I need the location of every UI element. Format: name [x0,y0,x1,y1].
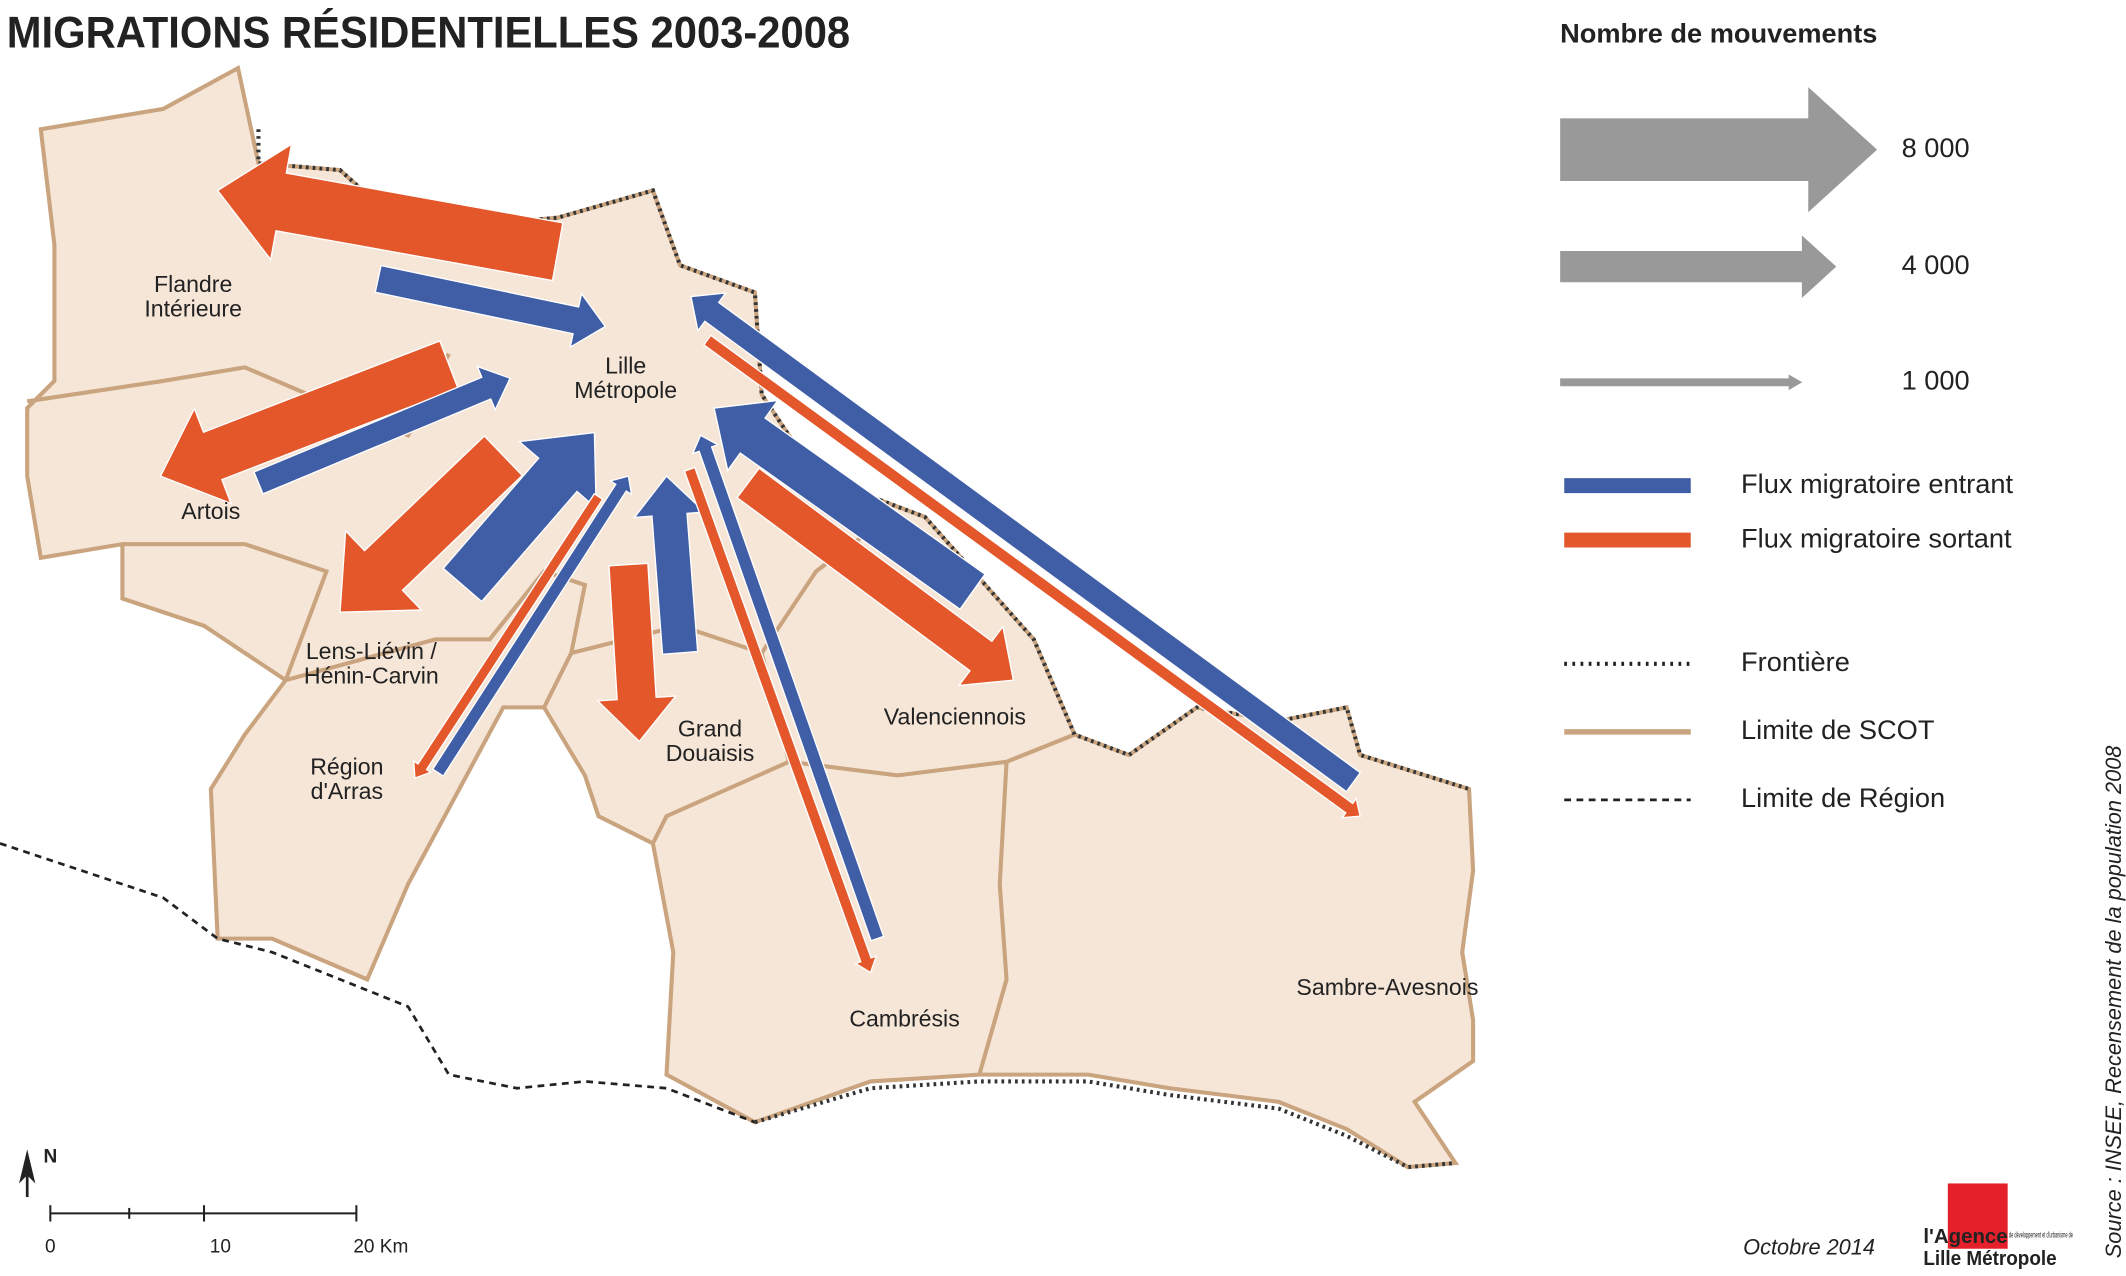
legend-label: Flux migratoire entrant [1741,468,2013,499]
legend-arrow [1560,235,1837,298]
region-label: Valenciennois [884,703,1026,729]
logo-name: l'Agence [1923,1226,2007,1248]
flow-out-arrow [702,334,1362,819]
flow-in-arrow [374,264,607,349]
flow-out-arrow [596,562,678,743]
legend-arrow [1560,374,1803,391]
logo-tagline: de développement et d'urbanisme de [2009,1230,2073,1239]
scale-bar [49,1205,358,1222]
legend-label: Limite de Région [1741,782,1945,813]
flow-out-arrow [736,467,1015,687]
scot-area [25,64,1476,1170]
flow-in-arrow [253,365,512,495]
hub-label: Lille [605,352,646,378]
legend-title: Nombre de mouvements [1560,18,1877,49]
north-arrow: N [19,1147,58,1198]
region-border [0,842,756,1124]
flow-in-arrow [690,292,1362,793]
scot-border [977,761,1009,1076]
legend-scale-label: 4 000 [1902,249,1970,280]
logo-name: Lille Métropole [1923,1248,2056,1270]
scot-border [122,542,330,681]
region-label: Intérieure [144,295,242,321]
flow-in-arrow [442,431,597,603]
region-label: Hénin-Carvin [304,663,439,689]
scale-label: 20 Km [353,1236,408,1257]
source: Source : INSEE, Recensement de la popula… [2101,746,2126,1259]
region-label: Cambrésis [849,1005,959,1031]
region-label: Région [310,754,383,780]
flow-out-arrow [413,492,604,780]
region-label: Sambre-Avesnois [1296,974,1478,1000]
frontier [754,1079,1456,1170]
hub-label: Métropole [574,377,677,403]
north-label: N [44,1147,58,1168]
flow-in-arrow [632,475,707,656]
region-label: Flandre [154,271,232,297]
scot-border [788,732,1076,778]
region-label: Artois [181,498,240,524]
date: Octobre 2014 [1743,1234,1875,1259]
legend-label: Limite de SCOT [1741,714,1934,745]
scale-label: 0 [45,1236,56,1257]
logo: l'Agence Lille Métropole de développemen… [1923,1183,2073,1270]
region-label: d'Arras [311,778,383,804]
flows [159,142,1362,974]
legend-arrow [1560,87,1878,213]
flow-out-arrow [683,466,878,974]
region-label: Grand [678,716,742,742]
legend-scale-label: 1 000 [1902,364,1970,395]
legend-label: Flux migratoire sortant [1741,522,2012,553]
flow-in-arrow [431,475,633,778]
logo-block [1947,1183,2008,1249]
flow-out-arrow [339,435,524,613]
scale-label: 10 [210,1236,231,1257]
flow-in-arrow [713,399,987,611]
flow-out-arrow [216,142,564,282]
region-label: Douaisis [666,740,755,766]
legend-scale-label: 8 000 [1902,132,1970,163]
region-label: Lens-Liévin / [306,638,438,664]
legend-label: Frontière [1741,646,1850,677]
flow-in-arrow [691,434,885,942]
title: MIGRATIONS RÉSIDENTIELLES 2003-2008 [7,6,850,57]
legend: 8 000 4 000 1 000 Flux migratoire entrant Fl… [1560,87,2013,813]
